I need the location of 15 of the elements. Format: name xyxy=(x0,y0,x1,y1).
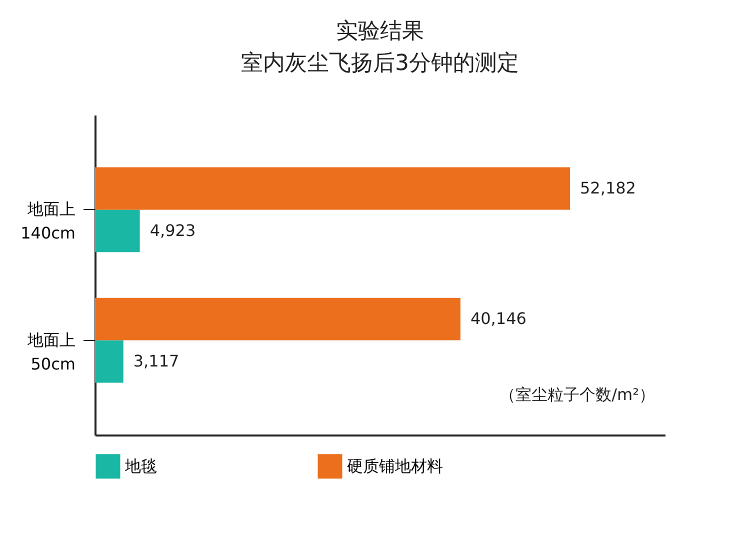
legend-label: 地毯 xyxy=(124,456,157,476)
bar xyxy=(95,167,570,210)
bar xyxy=(95,340,124,383)
data-label: 40,146 xyxy=(470,309,526,328)
annotation: （室尘粒子个数/m²） xyxy=(500,385,655,404)
chart-title: 实验结果 xyxy=(336,19,424,44)
y-tick-label: 地面上 50cm xyxy=(26,330,76,374)
y-tick-label: 地面上 140cm xyxy=(20,200,76,243)
chart-subtitle: 室内灰尘飞扬后3分钟的测定 xyxy=(241,51,519,76)
data-label: 3,117 xyxy=(133,352,180,371)
legend-label: 硬质铺地材料 xyxy=(347,456,443,476)
bar xyxy=(95,210,140,252)
bar xyxy=(95,298,460,340)
data-label: 52,182 xyxy=(580,178,636,198)
data-label: 4,923 xyxy=(150,220,196,240)
